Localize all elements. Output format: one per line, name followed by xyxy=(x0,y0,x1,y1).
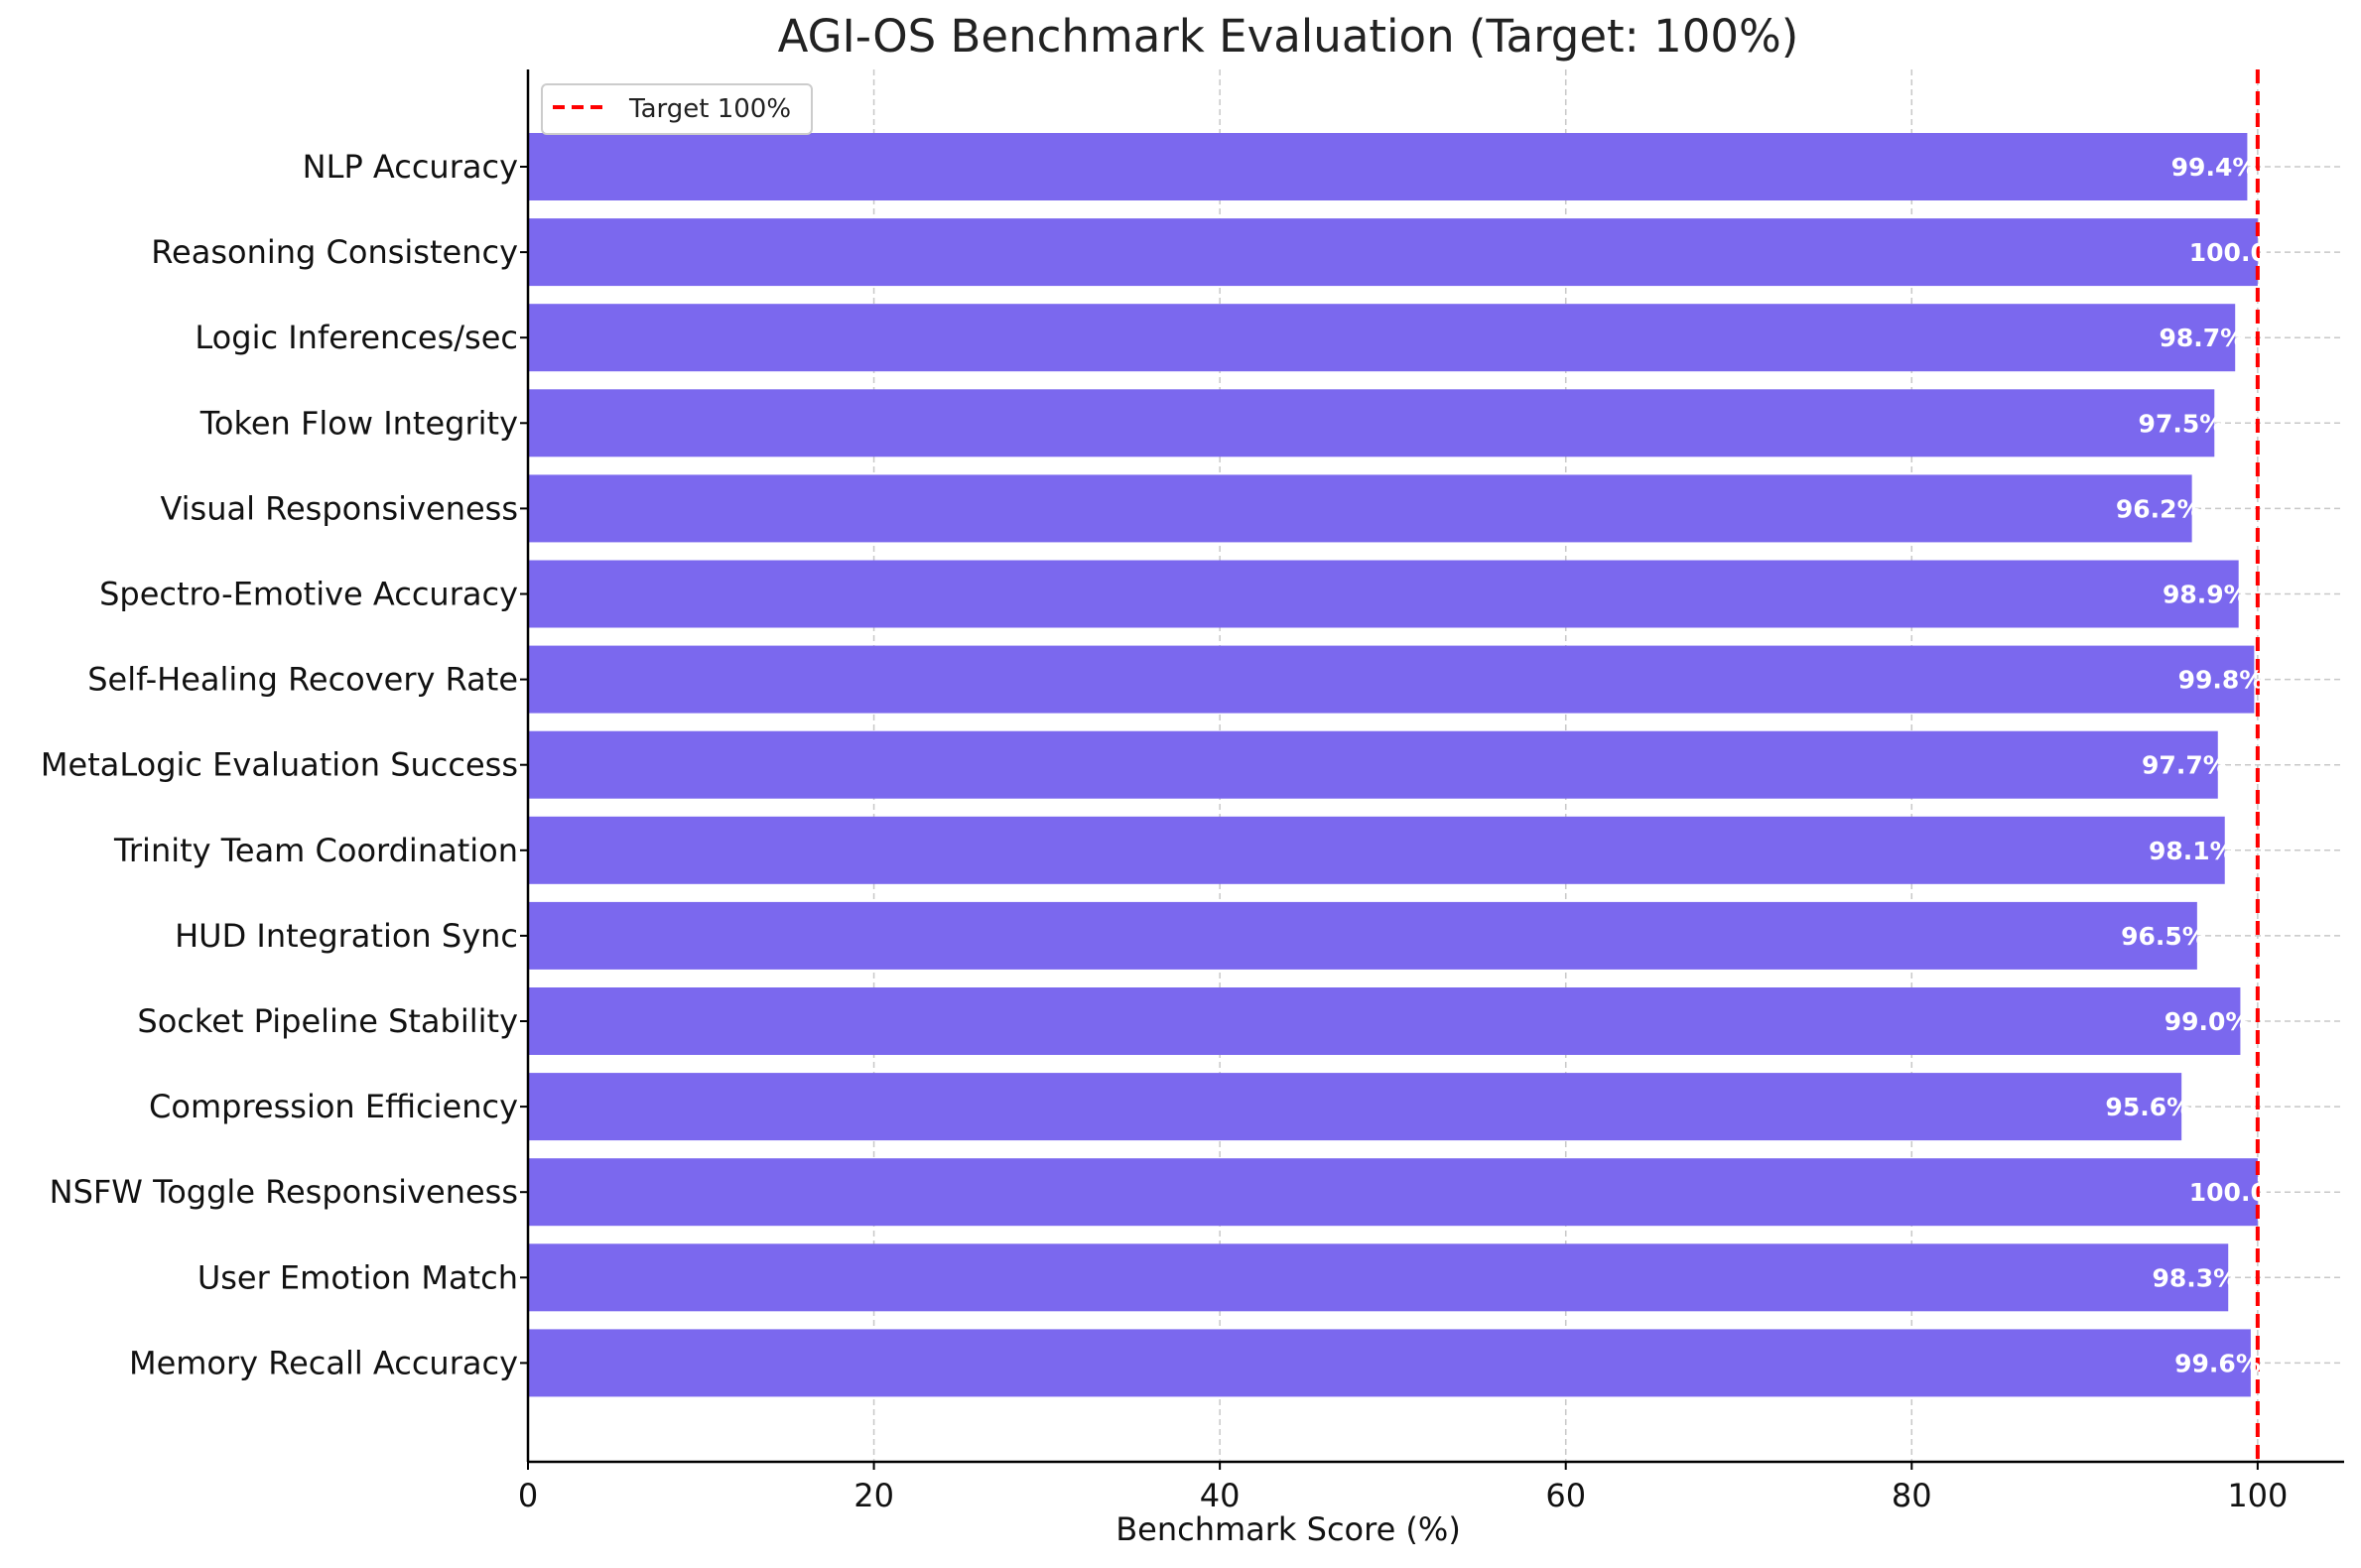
data-label: 99.6% xyxy=(2174,1349,2261,1377)
data-label: 98.1% xyxy=(2149,837,2235,865)
data-label: 97.5% xyxy=(2139,409,2225,438)
category-label: Trinity Team Coordination xyxy=(113,832,518,869)
category-label: Logic Inferences/sec xyxy=(195,319,518,356)
bar xyxy=(528,474,2192,543)
x-axis-label: Benchmark Score (%) xyxy=(1115,1510,1461,1548)
value-labels: 99.4% 100.0 98.7% 97.5% 96.2% 98.9% 99.8% 97.7%… xyxy=(2105,153,2267,1377)
data-label: 99.4% xyxy=(2171,153,2258,182)
bar xyxy=(528,133,2248,200)
x-tick-labels: 0 20 40 60 80 100 xyxy=(518,1477,2289,1514)
bar xyxy=(528,987,2241,1055)
category-label: User Emotion Match xyxy=(197,1258,518,1296)
category-label: Compression Efficiency xyxy=(149,1088,518,1125)
data-label: 98.3% xyxy=(2152,1263,2238,1292)
x-tick-label: 60 xyxy=(1545,1477,1586,1514)
category-label: MetaLogic Evaluation Success xyxy=(41,746,518,784)
bar xyxy=(528,218,2258,287)
bar xyxy=(528,1158,2258,1227)
bar xyxy=(528,1243,2229,1312)
bar xyxy=(528,1329,2251,1397)
x-tick-label: 100 xyxy=(2227,1477,2288,1514)
legend: Target 100% xyxy=(541,83,813,135)
category-label: Spectro-Emotive Accuracy xyxy=(99,576,518,613)
data-label: 96.5% xyxy=(2121,922,2207,951)
chart-title: AGI-OS Benchmark Evaluation (Target: 100… xyxy=(778,10,1799,63)
bar xyxy=(528,389,2215,457)
category-label: Token Flow Integrity xyxy=(199,404,518,442)
bar xyxy=(528,901,2197,970)
legend-target-label: Target 100% xyxy=(628,94,791,124)
x-tick-label: 0 xyxy=(518,1477,538,1514)
bar xyxy=(528,560,2239,628)
x-tick-label: 20 xyxy=(853,1477,894,1514)
category-label: Memory Recall Accuracy xyxy=(129,1344,518,1381)
data-label: 100.0 xyxy=(2189,1178,2268,1207)
data-label: 99.0% xyxy=(2164,1007,2251,1036)
axes xyxy=(520,69,2344,1470)
category-label: NLP Accuracy xyxy=(303,148,518,186)
category-label: HUD Integration Sync xyxy=(175,917,518,955)
bar xyxy=(528,645,2255,714)
data-label: 99.8% xyxy=(2178,666,2265,695)
bar xyxy=(528,816,2225,884)
category-label: NSFW Toggle Responsiveness xyxy=(50,1173,518,1211)
category-label: Visual Responsiveness xyxy=(160,489,518,527)
bars xyxy=(528,133,2258,1397)
bar xyxy=(528,730,2218,799)
x-tick-label: 40 xyxy=(1200,1477,1241,1514)
category-label: Self-Healing Recovery Rate xyxy=(87,661,518,699)
category-labels: NLP Accuracy Reasoning Consistency Logic I… xyxy=(41,148,518,1381)
data-label: 95.6% xyxy=(2105,1093,2191,1121)
category-label: Socket Pipeline Stability xyxy=(137,1002,518,1040)
bar xyxy=(528,304,2236,372)
x-tick-label: 80 xyxy=(1892,1477,1932,1514)
legend-box xyxy=(541,83,813,135)
data-label: 98.7% xyxy=(2159,324,2245,352)
category-label: Reasoning Consistency xyxy=(151,233,518,271)
data-label: 100.0 xyxy=(2189,238,2268,267)
data-label: 96.2% xyxy=(2116,494,2202,523)
bar xyxy=(528,1073,2182,1141)
data-label: 98.9% xyxy=(2163,581,2249,609)
data-label: 97.7% xyxy=(2142,751,2228,780)
